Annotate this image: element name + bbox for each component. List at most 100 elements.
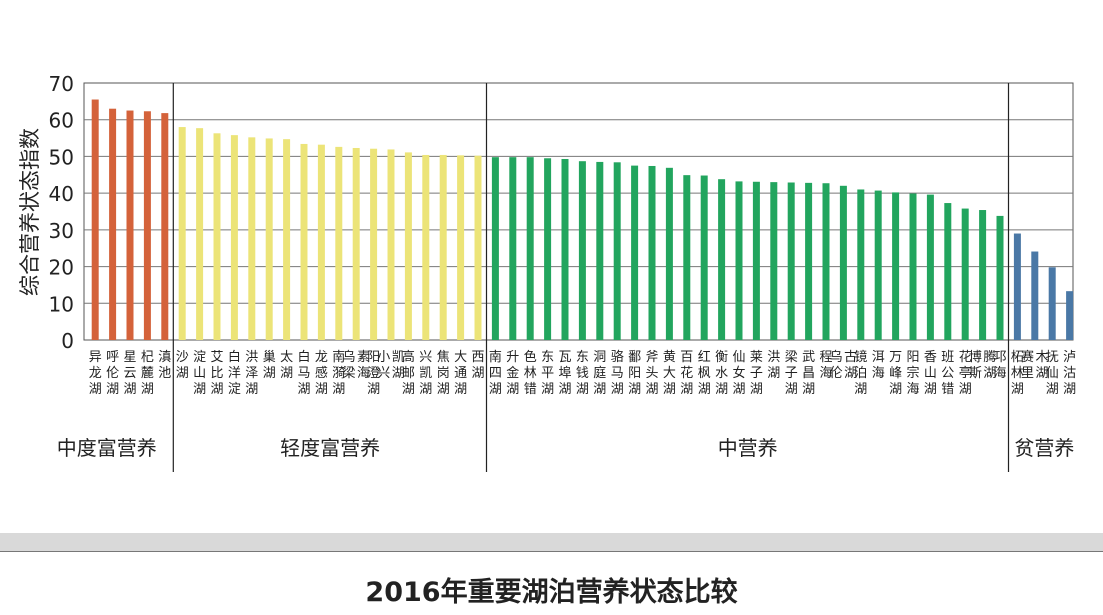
bar	[126, 110, 134, 341]
x-category-label: 班公错	[941, 350, 954, 397]
bar	[387, 149, 395, 340]
group-separators	[172, 83, 1010, 472]
footer-divider	[0, 551, 1103, 552]
bar	[422, 154, 430, 340]
bar	[317, 144, 325, 340]
y-tick-label: 20	[49, 256, 74, 280]
bar	[805, 182, 813, 340]
x-category-label: 博斯腾湖	[969, 349, 997, 381]
x-category-label: 莱子湖	[750, 350, 763, 397]
bar	[561, 158, 569, 340]
bar	[839, 185, 847, 340]
x-category-label: 鄱阳湖	[628, 350, 641, 397]
x-category-label: 东平湖	[541, 350, 554, 397]
bar	[770, 182, 778, 340]
x-category-label: 南四湖	[489, 349, 502, 397]
x-category-label: 兴凯湖	[419, 350, 432, 397]
x-category-label: 黄大湖	[663, 350, 676, 397]
x-category-label: 洱海	[872, 350, 885, 381]
bar	[596, 161, 604, 340]
x-category-label: 百花湖	[680, 350, 693, 397]
bars	[91, 99, 1074, 341]
x-category-label: 星云湖	[123, 350, 136, 397]
x-category-label: 洪湖	[767, 350, 780, 381]
bar	[196, 128, 204, 340]
x-category-label: 白马湖	[297, 349, 310, 397]
x-category-label: 花亭湖	[959, 349, 972, 397]
bar	[718, 179, 726, 340]
bar	[439, 154, 447, 340]
footer-band	[0, 533, 1103, 551]
bar	[631, 165, 639, 340]
bar	[822, 183, 830, 340]
bar	[909, 193, 917, 340]
bar	[109, 108, 117, 340]
x-category-label: 高邮湖	[402, 349, 415, 397]
bar	[352, 147, 360, 340]
plot-frame	[83, 82, 1074, 341]
x-category-label: 西湖	[471, 350, 484, 381]
x-category-label: 艾比湖	[210, 350, 223, 397]
x-category-label: 色林错	[524, 349, 537, 397]
x-category-label: 抚仙湖	[1046, 350, 1059, 397]
bar	[335, 146, 343, 340]
bar	[1048, 267, 1056, 340]
x-category-label: 乌梁素海	[342, 349, 370, 381]
y-tick-label: 0	[61, 329, 74, 353]
chart: 0 10 20 30 40 50 60 70 异龙湖呼伦湖星云湖杞麓湖滇池沙湖淀山湖艾比湖白洋…	[18, 72, 1076, 472]
x-category-label: 邛海	[993, 350, 1006, 381]
bar	[370, 148, 378, 340]
x-category-label: 仙女湖	[732, 350, 745, 397]
bar	[265, 138, 273, 340]
group-label: 中度富营养	[57, 436, 157, 460]
y-tick-label: 50	[49, 145, 74, 169]
bar	[874, 190, 882, 340]
y-tick-label: 10	[49, 292, 74, 316]
bar	[526, 157, 534, 340]
y-tick-labels: 0 10 20 30 40 50 60 70	[49, 72, 74, 353]
bar	[787, 182, 795, 340]
bar	[91, 99, 99, 341]
x-category-label: 梁子湖	[785, 350, 798, 397]
x-category-label: 柘林湖	[1011, 350, 1024, 397]
bar	[161, 113, 169, 340]
bar	[491, 157, 499, 340]
bar	[509, 157, 517, 340]
x-category-label: 白洋淀	[228, 349, 241, 397]
bar	[248, 137, 256, 340]
y-axis-label: 综合营养状态指数	[18, 128, 42, 296]
x-category-label: 镜泊湖	[854, 350, 867, 397]
group-label: 中营养	[718, 436, 778, 460]
bar	[143, 111, 151, 341]
x-category-label: 呼伦湖	[106, 350, 119, 397]
figure-caption: 2016年重要湖泊营养状态比较	[365, 577, 738, 608]
x-category-label: 升金湖	[506, 350, 519, 397]
x-category-label: 乌伦古湖	[830, 349, 858, 381]
bar	[300, 143, 308, 340]
x-category-label: 斧头湖	[645, 350, 658, 397]
group-label: 轻度富营养	[280, 436, 380, 460]
x-category-label: 赛里木湖	[1021, 349, 1049, 381]
bar	[1031, 251, 1039, 340]
bar	[213, 133, 221, 340]
bar	[474, 155, 482, 340]
x-category-label: 东钱湖	[576, 350, 589, 397]
x-category-label: 焦岗湖	[437, 350, 450, 397]
y-tick-label: 60	[49, 109, 74, 133]
bar	[613, 162, 621, 340]
x-category-label: 小兴凯湖	[377, 350, 405, 381]
x-category-label: 龙感湖	[315, 350, 328, 397]
bar	[578, 161, 586, 340]
bar	[1066, 291, 1074, 340]
bar	[857, 189, 865, 340]
group-label: 贫营养	[1014, 436, 1074, 460]
x-category-label: 骆马湖	[611, 349, 624, 397]
x-category-label: 滇池	[158, 350, 171, 381]
x-category-label: 大通湖	[454, 350, 467, 397]
x-category-label: 异龙湖	[89, 350, 102, 397]
bar	[683, 175, 691, 340]
bar	[700, 175, 708, 340]
x-category-label: 沙湖	[176, 350, 189, 381]
x-category-label: 程海	[819, 350, 832, 381]
bar	[996, 215, 1004, 340]
